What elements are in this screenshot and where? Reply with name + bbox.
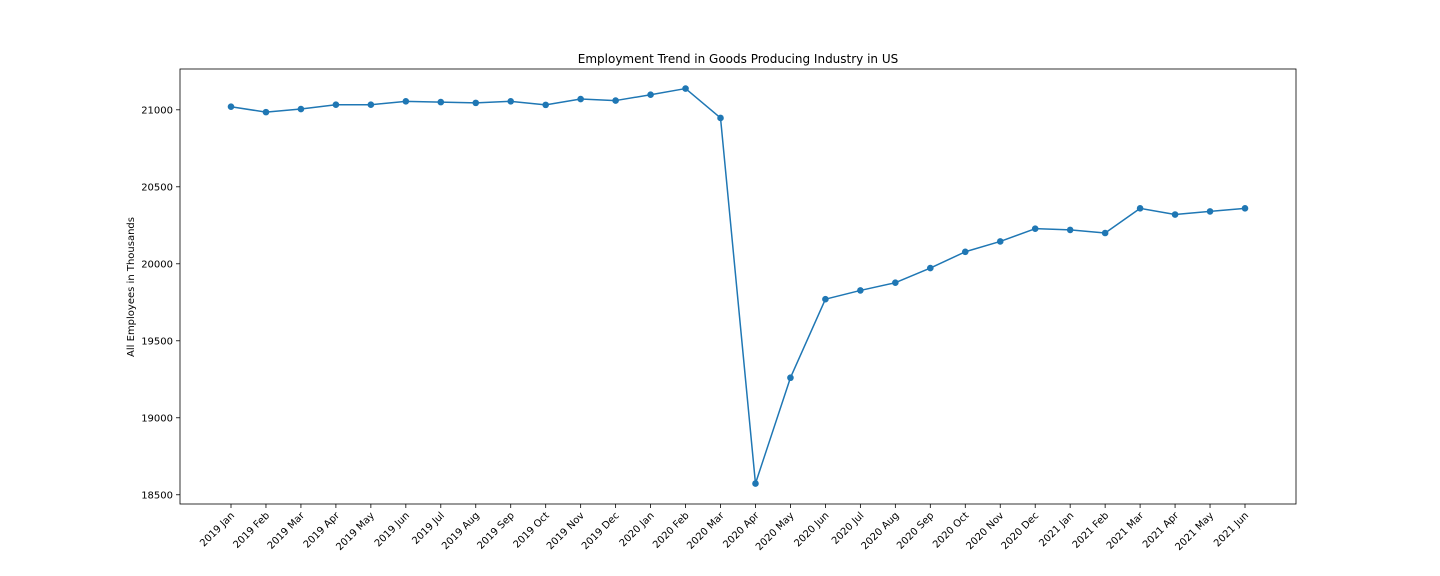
data-point [647,91,654,99]
data-point [507,98,515,105]
y-tick-label: 21000 [141,105,173,116]
y-tick-label: 18500 [141,490,173,501]
data-point [961,248,969,256]
data-point [402,98,410,105]
y-tick-label: 20000 [141,259,173,270]
data-point [1031,225,1039,232]
data-point [1171,211,1179,218]
data-point [1136,205,1144,212]
data-point [1206,208,1214,215]
series-line [230,87,1246,485]
series-group [227,85,1249,487]
data-point [1066,226,1074,234]
data-point [262,108,270,116]
data-point [752,480,759,487]
y-axis: 18500 19000 19500 20000 20500 21000 [141,105,180,501]
data-point [332,101,340,109]
data-point [927,264,934,272]
y-tick-label: 20500 [141,182,173,193]
data-point [996,238,1004,245]
data-point [682,85,689,92]
plot-area [179,68,1297,505]
data-point [297,105,305,113]
y-tick-label: 19000 [141,413,173,424]
axes-frame [179,68,1297,505]
data-point [542,101,549,109]
data-point [472,99,480,107]
data-point [1101,229,1109,237]
y-tick-label: 19500 [141,336,173,347]
data-point [1241,205,1249,212]
data-point [437,98,445,106]
data-point [577,95,584,103]
data-point [612,97,619,104]
data-point [857,287,864,294]
data-point [892,279,899,287]
data-point [367,101,375,109]
data-point [717,114,724,122]
data-point [822,295,829,303]
chart-title: Employment Trend in Goods Producing Indu… [578,52,899,66]
data-point [787,374,794,382]
y-axis-label: All Employees in Thousands [126,217,137,357]
data-point [227,103,235,111]
